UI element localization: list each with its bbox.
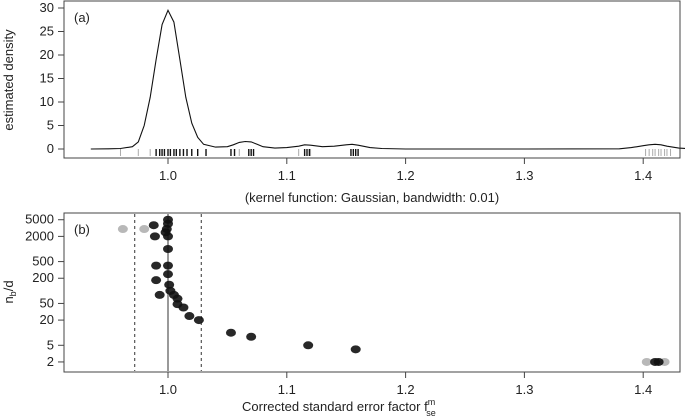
y-tick-label-200: 200 — [32, 270, 54, 285]
point-4 — [163, 232, 173, 241]
y-tick-label-5000: 5000 — [25, 212, 54, 227]
panel-a-rug — [119, 149, 672, 156]
panel-b-xlabel: Corrected standard error factor fm se — [242, 397, 436, 418]
panel-a: (a) estimated density (kernel function: … — [1, 0, 685, 205]
panel-a-xlabel: (kernel function: Gaussian, bandwidth: 0… — [245, 190, 499, 205]
x-tick-label-1.1: 1.1 — [278, 168, 296, 183]
panel-a-frame — [63, 0, 681, 159]
y-tick-label-2: 2 — [47, 354, 54, 369]
point-7 — [163, 244, 173, 253]
y-tick-label-5: 5 — [47, 118, 54, 133]
point-10 — [163, 270, 173, 279]
x-tick-label-1: 1.0 — [159, 382, 177, 397]
point-5 — [148, 221, 159, 230]
y-tick-label-15: 15 — [40, 71, 54, 86]
y-tick-label-5: 5 — [47, 337, 54, 352]
panel-b-xlabel-main: Corrected standard error factor f — [242, 399, 428, 414]
point-8 — [163, 261, 173, 270]
panel-b-ylabel-sub: b — [8, 291, 18, 296]
x-tick-label-1.2: 1.2 — [397, 382, 415, 397]
panel-a-y-axis: 0 5 10 15 20 25 30 — [40, 0, 64, 156]
panel-b-x-axis: 1.0 1.1 1.2 1.3 1.4 — [159, 372, 652, 397]
point-light-2 — [641, 357, 652, 366]
panel-b-xlabel-sup: m — [428, 397, 436, 407]
panel-b-ylabel-main: n — [1, 296, 16, 303]
panel-b-ylabel-suffix: /d — [1, 280, 16, 291]
point-12 — [164, 280, 175, 289]
point-16 — [172, 294, 183, 303]
panel-a-label: (a) — [74, 10, 90, 25]
x-tick-label-1.4: 1.4 — [634, 382, 652, 397]
panel-b-xlabel-sub: se — [426, 408, 436, 418]
point-light-1 — [139, 225, 150, 234]
point-22 — [246, 332, 257, 341]
panel-b: (b) nb/d Corrected standard error factor… — [1, 212, 681, 418]
x-tick-label-1.2: 1.2 — [397, 168, 415, 183]
y-tick-label-50: 50 — [40, 295, 54, 310]
panel-a-x-axis: 1.0 1.1 1.2 1.3 1.4 — [159, 158, 652, 183]
point-13 — [154, 290, 165, 299]
point-6 — [149, 232, 160, 241]
panel-a-ylabel: estimated density — [1, 29, 16, 131]
panel-b-ylabel: nb/d — [1, 280, 18, 303]
panel-b-frame — [63, 212, 681, 373]
point-light-0 — [117, 225, 128, 234]
point-26 — [653, 357, 664, 366]
y-tick-label-0: 0 — [47, 141, 54, 156]
y-tick-label-2000: 2000 — [25, 228, 54, 243]
y-tick-label-25: 25 — [40, 24, 54, 39]
x-tick-label-1.4: 1.4 — [634, 168, 652, 183]
point-18 — [178, 303, 189, 312]
density-curve — [90, 8, 685, 150]
point-21 — [225, 328, 236, 337]
x-tick-label-1: 1.0 — [159, 168, 177, 183]
point-11 — [151, 276, 162, 285]
x-tick-label-1.3: 1.3 — [515, 382, 533, 397]
y-tick-label-30: 30 — [40, 0, 54, 15]
y-tick-label-20: 20 — [40, 312, 54, 327]
panel-b-points — [117, 215, 670, 366]
point-19 — [184, 312, 195, 321]
y-tick-label-500: 500 — [32, 254, 54, 269]
point-20 — [193, 316, 204, 325]
y-tick-label-20: 20 — [40, 47, 54, 62]
panel-b-label: (b) — [74, 222, 90, 237]
point-24 — [350, 345, 361, 354]
x-tick-label-1.3: 1.3 — [515, 168, 533, 183]
y-tick-label-10: 10 — [40, 94, 54, 109]
point-23 — [303, 341, 314, 350]
point-9 — [151, 261, 162, 270]
x-tick-label-1.1: 1.1 — [278, 382, 296, 397]
